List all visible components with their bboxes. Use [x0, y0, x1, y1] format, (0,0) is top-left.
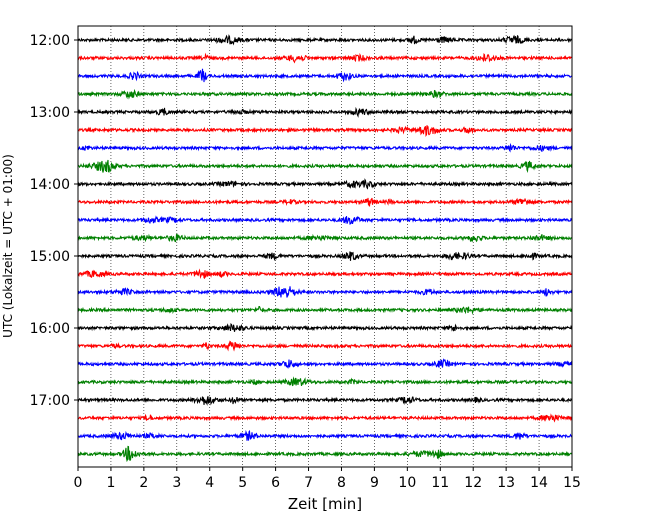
x-tick-label: 2 [139, 475, 148, 491]
x-tick-label: 13 [497, 475, 515, 491]
seismic-trace [77, 52, 573, 64]
seismic-traces [77, 34, 573, 463]
x-tick-label: 14 [530, 475, 548, 491]
seismic-trace [77, 88, 573, 100]
seismic-trace [77, 233, 573, 243]
seismic-trace [77, 396, 573, 406]
y-tick-label: 14:00 [30, 177, 70, 193]
y-tick-label: 12:00 [30, 33, 70, 49]
x-tick-label: 6 [271, 475, 280, 491]
x-tick-label: 12 [464, 475, 482, 491]
seismic-trace [77, 340, 573, 352]
seismic-trace [77, 215, 573, 225]
y-tick-label: 17:00 [30, 393, 70, 409]
x-tick-label: 5 [238, 475, 247, 491]
seismic-trace [77, 142, 573, 153]
x-tick-label: 10 [398, 475, 416, 491]
seismic-trace [77, 286, 573, 298]
x-tick-label: 7 [304, 475, 313, 491]
x-tick-label: 1 [106, 475, 115, 491]
x-tick-label: 4 [205, 475, 214, 491]
x-tick-label: 15 [563, 475, 581, 491]
seismic-trace [77, 429, 573, 441]
x-tick-label: 0 [74, 475, 83, 491]
seismic-trace [77, 376, 573, 387]
seismic-trace [77, 323, 573, 332]
y-tick-label: 16:00 [30, 321, 70, 337]
y-axis-ticks: 12:00 13:00 14:00 15:00 16:00 17:00 [30, 33, 78, 409]
seismic-trace [77, 197, 573, 207]
x-tick-label: 9 [370, 475, 379, 491]
y-tick-label: 15:00 [30, 249, 70, 265]
seismic-trace [77, 106, 573, 118]
x-axis-ticks: 0 1 2 3 4 5 6 7 8 9 10 11 12 13 14 15 [74, 467, 581, 491]
seismic-trace [77, 445, 573, 463]
x-tick-label: 3 [172, 475, 181, 491]
x-tick-label: 11 [431, 475, 449, 491]
x-tick-label: 8 [337, 475, 346, 491]
x-axis-label: Zeit [min] [288, 495, 362, 513]
seismic-trace [77, 306, 573, 315]
y-axis-label: UTC (Lokalzeit = UTC + 01:00) [1, 154, 15, 338]
seismic-trace [77, 34, 573, 46]
seismic-trace [77, 358, 573, 369]
seismic-trace [77, 413, 573, 423]
seismic-trace [77, 178, 573, 190]
y-tick-label: 13:00 [30, 105, 70, 121]
seismic-trace [77, 68, 573, 83]
seismic-trace [77, 251, 573, 262]
seismic-trace [77, 159, 573, 173]
seismic-trace [77, 125, 573, 137]
seismic-trace [77, 268, 573, 280]
plot-frame [77, 25, 573, 468]
